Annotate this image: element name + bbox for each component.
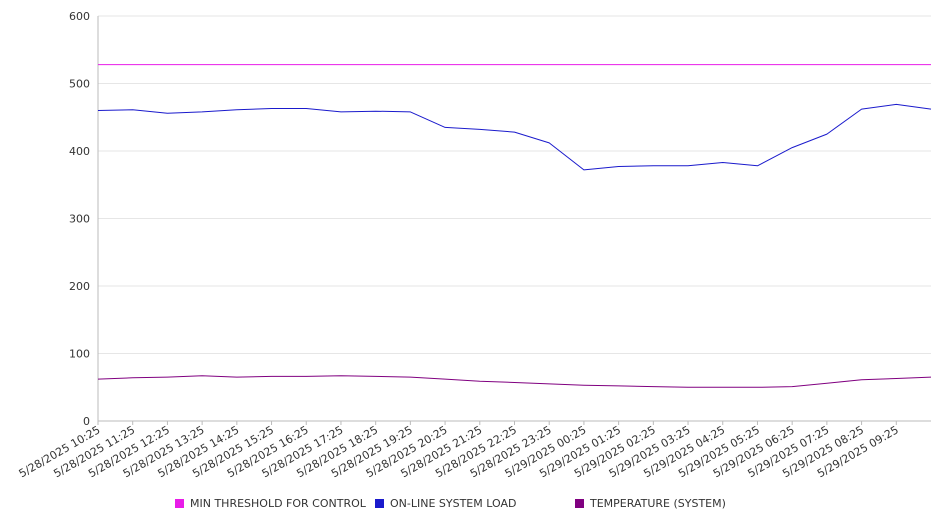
legend-swatch-temperature <box>575 499 584 508</box>
y-tick-labels: 0 100 200 300 400 500 600 <box>69 10 90 428</box>
legend-swatch-min-threshold <box>175 499 184 508</box>
legend: MIN THRESHOLD FOR CONTROL ON-LINE SYSTEM… <box>0 497 946 517</box>
legend-label-temperature: TEMPERATURE (SYSTEM) <box>590 497 726 510</box>
y-tick-label: 500 <box>69 78 90 91</box>
y-tick-label: 300 <box>69 213 90 226</box>
legend-label-system-load: ON-LINE SYSTEM LOAD <box>390 497 517 510</box>
series-line-on-line-system-load <box>97 103 932 171</box>
legend-label-min-threshold: MIN THRESHOLD FOR CONTROL <box>190 497 366 510</box>
y-tick-label: 200 <box>69 280 90 293</box>
series-lines <box>97 64 932 388</box>
series-line-temperature-system <box>97 375 932 388</box>
y-tick-label: 100 <box>69 348 90 361</box>
axes <box>97 16 931 425</box>
legend-item-temperature[interactable]: TEMPERATURE (SYSTEM) <box>575 497 726 510</box>
y-tick-label: 400 <box>69 145 90 158</box>
legend-item-system-load[interactable]: ON-LINE SYSTEM LOAD <box>375 497 516 510</box>
grid-lines <box>98 15 931 422</box>
legend-item-min-threshold[interactable]: MIN THRESHOLD FOR CONTROL <box>175 497 366 510</box>
y-tick-label: 0 <box>83 415 90 428</box>
x-tick-labels: 5/28/2025 10:255/28/2025 11:255/28/2025 … <box>17 423 901 480</box>
legend-swatch-system-load <box>375 499 384 508</box>
y-tick-label: 600 <box>69 10 90 23</box>
